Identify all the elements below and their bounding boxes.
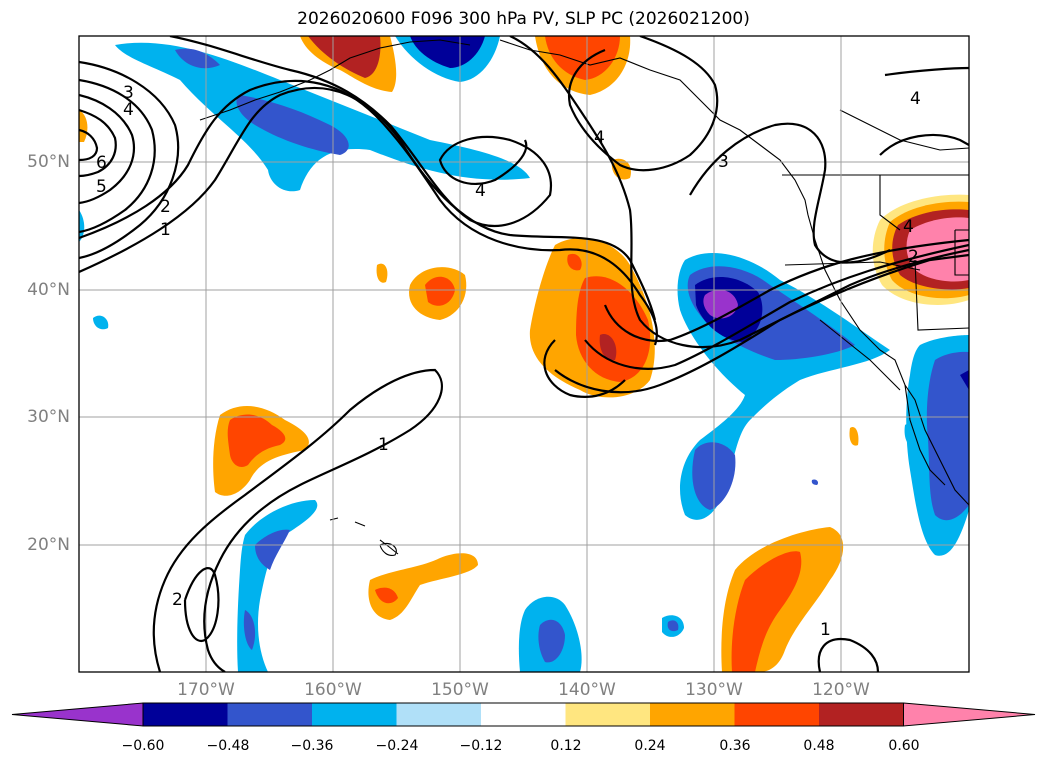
lon-label: 130°W xyxy=(685,680,743,700)
lon-label: 150°W xyxy=(431,680,489,700)
contour-label: 2 xyxy=(172,590,183,610)
coastlines xyxy=(199,39,969,556)
colorbar-segment xyxy=(143,703,228,726)
colorbar-tick-label: −0.60 xyxy=(121,738,165,754)
colorbar-arrow-left xyxy=(11,702,144,727)
contour-label: 4 xyxy=(910,89,921,109)
colorbar-tick-label: 0.48 xyxy=(803,738,835,754)
colorbar-segment xyxy=(650,703,735,726)
lon-label: 170°W xyxy=(177,680,235,700)
lat-label: 40°N xyxy=(27,280,70,300)
contour-label: 5 xyxy=(96,177,107,197)
pv-negative-aleutian-core xyxy=(236,95,349,155)
pv-minimum-core xyxy=(703,289,738,319)
contour-label: 3 xyxy=(123,83,134,103)
colorbar-segment xyxy=(396,703,482,726)
lon-label: 120°W xyxy=(812,680,870,700)
colorbar-segment xyxy=(734,703,820,726)
colorbar-tick-label: 0.12 xyxy=(550,738,582,754)
colorbar-segment xyxy=(819,703,904,726)
lat-label: 50°N xyxy=(27,152,70,172)
colorbar-tick-label: −0.12 xyxy=(459,738,503,754)
contour-label: 1 xyxy=(820,620,831,640)
colorbar-tick-label: 0.60 xyxy=(888,738,920,754)
colorbar-tick-label: 0.36 xyxy=(719,738,751,754)
colorbar-tick-label: 0.24 xyxy=(634,738,666,754)
contour-label: 4 xyxy=(903,217,914,237)
contour-label: 2 xyxy=(160,197,171,217)
lat-label: 20°N xyxy=(27,535,70,555)
contour-label: 4 xyxy=(475,181,486,201)
colorbar-arrow-right xyxy=(903,702,1036,727)
colorbar-frame xyxy=(142,702,904,727)
colorbar-segment xyxy=(481,703,566,726)
contour-label: 1 xyxy=(378,435,389,455)
contour-label: 3 xyxy=(718,152,729,172)
colorbar xyxy=(11,702,1036,727)
slp-contours xyxy=(79,36,969,672)
colorbar-tick-label: −0.48 xyxy=(206,738,250,754)
gridlines xyxy=(79,36,969,672)
lat-label: 30°N xyxy=(27,407,70,427)
colorbar-segment xyxy=(227,703,313,726)
lon-label: 160°W xyxy=(304,680,362,700)
colorbar-tick-label: −0.36 xyxy=(290,738,334,754)
contour-label: 1 xyxy=(160,220,171,240)
contour-label: 4 xyxy=(594,128,605,148)
colorbar-tick-label: −0.24 xyxy=(375,738,419,754)
contour-labels: 3 4 6 5 2 1 4 4 3 4 4 2 1 2 1 xyxy=(96,83,921,640)
contour-label: 4 xyxy=(123,100,134,120)
contour-label: 2 xyxy=(908,247,919,267)
plot-frame xyxy=(78,35,970,673)
colorbar-segment xyxy=(565,703,651,726)
pv-negative-aleutian-band xyxy=(115,42,530,192)
contour-label: 6 xyxy=(96,153,107,173)
pv-positive-18n-155w xyxy=(368,553,478,620)
colorbar-segment xyxy=(312,703,397,726)
figure-title: 2026020600 F096 300 hPa PV, SLP PC (2026… xyxy=(297,9,750,29)
pv-positive-west-edge xyxy=(79,110,88,142)
lon-label: 140°W xyxy=(558,680,616,700)
